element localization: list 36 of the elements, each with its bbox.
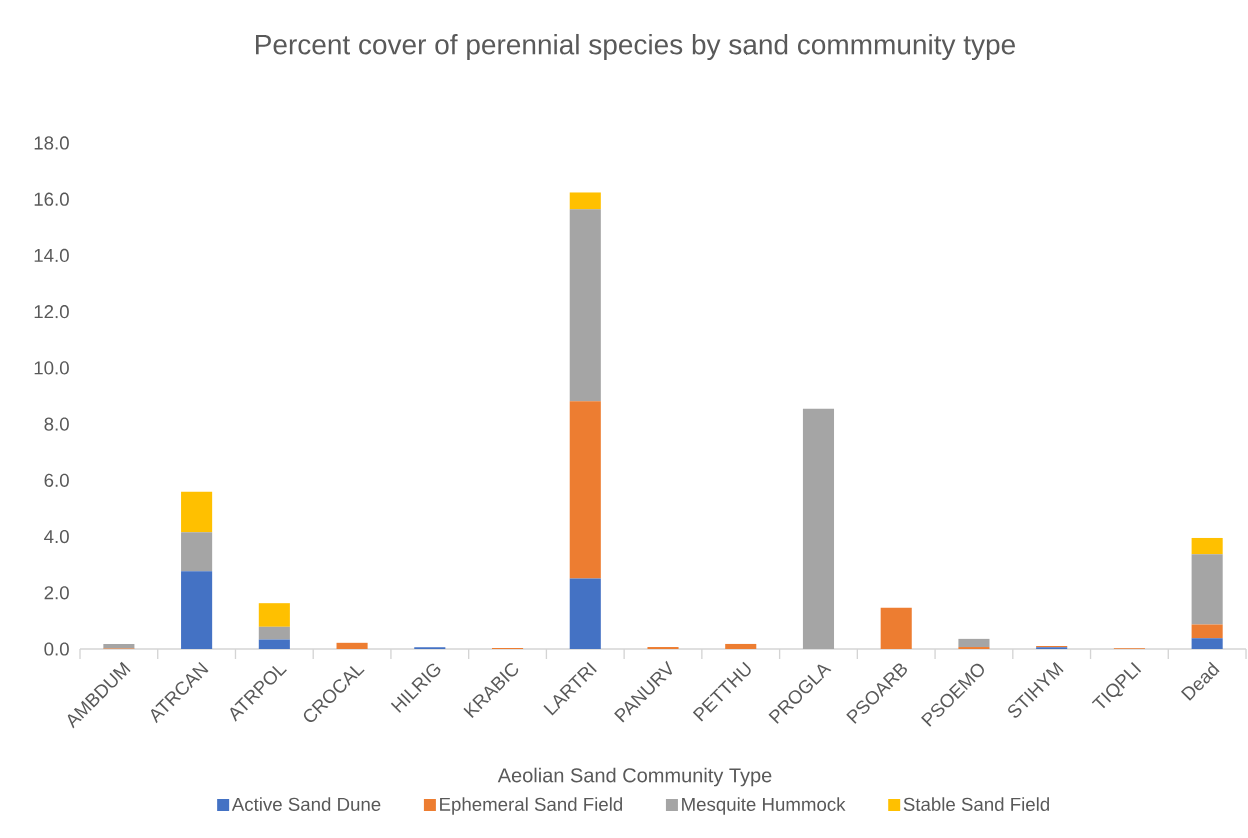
bar [181,571,213,649]
bar [258,639,290,649]
y-tick-label: 0.0 [44,642,69,656]
legend-label: Ephemeral Sand Field [440,797,623,815]
y-tick-label: 14.0 [34,248,69,263]
bar [880,607,912,649]
bar [725,643,757,649]
y-tick-label: 10.0 [34,361,69,375]
bar [336,642,368,649]
bar [258,603,290,627]
y-tick-label: 12.0 [34,305,69,319]
bar [258,626,290,640]
bar [802,408,835,649]
bar [569,209,601,402]
chart-title: Percent cover of perennial species by sand commmunity type [256,33,1015,61]
bar [569,401,601,579]
legend-label: Mesquite Hummock [682,797,846,815]
bar [1191,638,1223,649]
bar [1191,537,1223,555]
bar [569,578,601,649]
bar [181,491,213,533]
y-tick-label: 16.0 [34,192,69,206]
bar [181,532,213,572]
bar [958,638,990,648]
y-tick-label: 8.0 [44,417,69,431]
bar [1191,554,1223,625]
legend-label: Stable Sand Field [903,797,1049,811]
bar [569,192,601,210]
bar [1191,624,1223,639]
y-tick-label: 6.0 [44,473,69,487]
x-axis-title: Aeolian Sand Community Type [497,767,772,787]
y-tick-label: 18.0 [34,136,69,150]
y-tick-label: 4.0 [44,529,69,544]
legend-label: Active Sand Dune [231,797,381,811]
y-tick-label: 2.0 [44,586,69,600]
bar [103,643,135,649]
